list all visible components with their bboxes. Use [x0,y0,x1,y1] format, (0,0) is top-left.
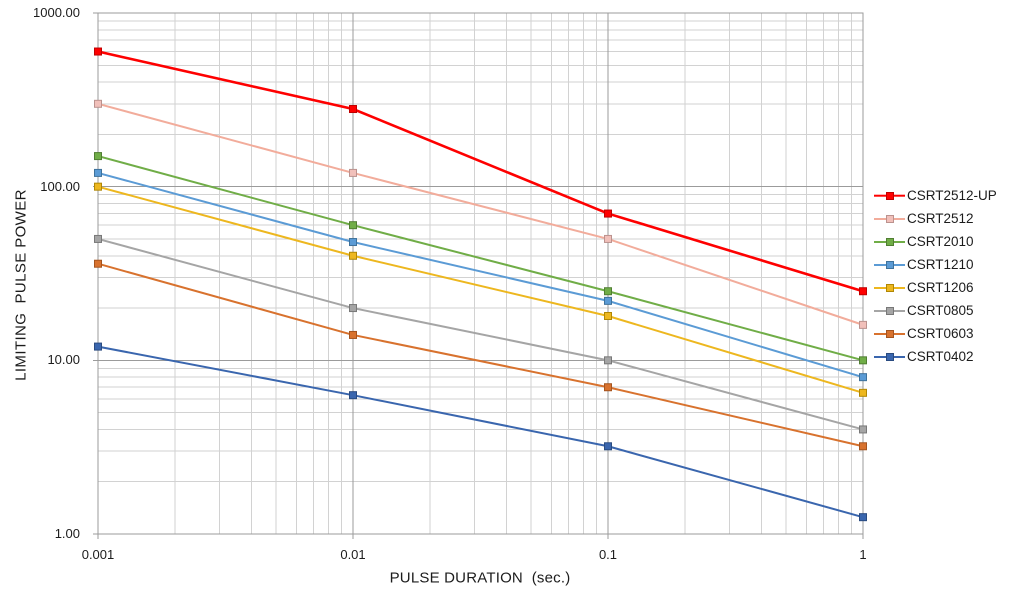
legend-marker-icon [885,237,894,246]
data-point-marker [604,234,612,243]
legend-swatch [874,306,905,315]
data-point-marker [94,259,102,268]
legend-marker-icon [885,283,894,292]
legend-item: CSRT2010 [874,230,997,253]
legend-swatch [874,191,905,200]
legend-item: CSRT0805 [874,299,997,322]
data-point-marker [859,356,867,365]
legend-marker-icon [885,329,894,338]
series-line [97,50,864,293]
legend-marker-icon [885,260,894,269]
y-tick-label: 100.00 [40,178,80,194]
legend-swatch [874,260,905,269]
legend-swatch [874,283,905,292]
legend-swatch [874,329,905,338]
data-point-marker [349,251,357,260]
series-line [97,155,864,362]
data-point-marker [349,304,357,313]
data-point-marker [94,342,102,351]
data-point-marker [859,388,867,397]
data-point-marker [604,312,612,321]
data-point-marker [859,287,867,296]
data-point-marker [94,152,102,161]
legend-item-label: CSRT2010 [907,234,974,249]
y-tick-label: 1000.00 [33,5,80,20]
data-point-marker [349,168,357,177]
legend-swatch [874,237,905,246]
legend-item-label: CSRT0805 [907,303,974,318]
series-line [97,262,864,448]
data-point-marker [859,373,867,382]
data-point-marker [349,221,357,230]
legend: CSRT2512-UP CSRT2512 CSRT2010 CSRT1210 CSRT1… [874,184,997,368]
data-point-marker [349,238,357,247]
series-line [97,171,864,379]
series-CSRT1210 [94,168,867,382]
series-line [97,345,864,519]
legend-item: CSRT0402 [874,345,997,368]
data-point-marker [94,182,102,191]
plot-border [97,12,864,535]
series-line [97,237,864,431]
legend-item: CSRT0603 [874,322,997,345]
data-point-marker [604,296,612,305]
legend-item-label: CSRT2512 [907,211,974,226]
series-CSRT0603 [94,259,867,451]
legend-item-label: CSRT1210 [907,257,974,272]
series-CSRT0402 [94,342,867,522]
series-CSRT0805 [94,234,867,434]
legend-item-label: CSRT1206 [907,280,974,295]
data-point-marker [94,47,102,56]
y-tick-label: 1.00 [54,526,80,541]
series-line [97,102,864,326]
data-point-marker [859,513,867,522]
x-tick-label: 0.1 [598,547,618,562]
legend-item: CSRT2512-UP [874,184,997,207]
data-point-marker [859,320,867,329]
legend-item: CSRT1206 [874,276,997,299]
data-point-marker [349,330,357,339]
legend-marker-icon [885,352,894,361]
legend-item: CSRT2512 [874,207,997,230]
data-point-marker [94,99,102,108]
x-tick-label: 1 [859,547,867,562]
legend-marker-icon [885,214,894,223]
data-point-marker [604,356,612,365]
series-line [97,185,864,394]
legend-swatch [874,214,905,223]
data-point-marker [94,234,102,243]
data-point-marker [349,105,357,114]
data-point-marker [349,391,357,400]
series-CSRT2512-UP [94,47,867,296]
series-CSRT1206 [94,182,867,397]
series-CSRT2010 [94,152,867,365]
data-point-marker [604,209,612,218]
x-tick-label: 0.001 [81,547,115,562]
legend-marker-icon [885,191,894,200]
y-axis-title: LIMITING PULSE POWER [12,189,30,381]
data-point-marker [604,442,612,451]
y-tick-label: 10.00 [47,352,80,368]
legend-swatch [874,352,905,361]
legend-item-label: CSRT0603 [907,326,974,341]
data-point-marker [604,287,612,296]
series-CSRT2512 [94,99,867,329]
data-point-marker [859,425,867,434]
x-tick-label: 0.01 [340,547,366,562]
data-point-marker [604,383,612,392]
legend-item-label: CSRT0402 [907,349,974,364]
legend-item-label: CSRT2512-UP [907,188,997,203]
legend-marker-icon [885,306,894,315]
data-point-marker [859,442,867,451]
data-point-marker [94,168,102,177]
x-axis-title: PULSE DURATION (sec.) [389,569,571,587]
legend-item: CSRT1210 [874,253,997,276]
